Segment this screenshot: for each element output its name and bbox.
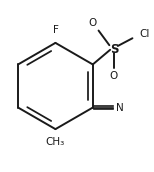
- Text: O: O: [89, 18, 97, 28]
- Text: S: S: [110, 42, 118, 56]
- Text: Cl: Cl: [139, 29, 150, 39]
- Text: O: O: [110, 71, 118, 80]
- Text: N: N: [116, 103, 123, 112]
- Text: CH₃: CH₃: [46, 137, 65, 147]
- Text: F: F: [53, 25, 58, 35]
